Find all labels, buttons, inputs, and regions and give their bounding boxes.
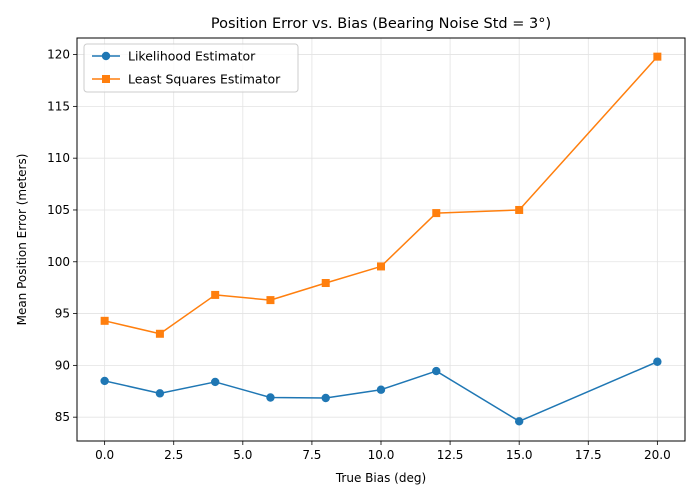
data-point <box>432 209 441 218</box>
data-point <box>377 262 385 271</box>
data-point <box>266 393 275 402</box>
legend-item: Likelihood Estimator <box>92 49 256 64</box>
data-point <box>432 366 441 376</box>
x-tick-label: 5.0 <box>233 448 252 462</box>
y-tick-label: 95 <box>55 307 70 321</box>
legend-marker <box>101 51 111 61</box>
data-point <box>321 393 330 403</box>
y-tick-label: 90 <box>55 358 70 372</box>
y-tick-label: 120 <box>47 48 70 62</box>
x-tick-label: 7.5 <box>302 448 321 462</box>
y-tick-label: 100 <box>47 255 70 269</box>
data-point <box>211 290 220 299</box>
y-tick-label: 85 <box>55 410 70 424</box>
y-tick-label: 115 <box>47 99 70 113</box>
legend-item: Least Squares Estimator <box>92 72 281 87</box>
data-point <box>376 385 386 394</box>
data-point <box>514 417 524 426</box>
series-1 <box>100 357 662 426</box>
x-tick-label: 20.0 <box>644 448 671 462</box>
y-axis-label: Mean Position Error (meters) <box>15 154 29 326</box>
legend: Likelihood Estimator Least Squares Estima… <box>83 43 299 93</box>
x-axis: 0.0 2.5 5.0 7.5 10.0 12.5 15.0 17.5 20.0 <box>95 441 671 462</box>
data-point <box>515 205 524 214</box>
chart-title: Position Error vs. Bias (Bearing Noise S… <box>211 16 551 32</box>
legend-label: Likelihood Estimator <box>128 49 256 64</box>
data-point <box>155 329 164 338</box>
x-tick-label: 10.0 <box>368 448 395 462</box>
x-tick-label: 2.5 <box>164 448 183 462</box>
x-tick-label: 0.0 <box>95 448 114 462</box>
data-point <box>100 316 109 325</box>
y-tick-label: 105 <box>47 203 70 217</box>
x-tick-label: 12.5 <box>437 448 464 462</box>
y-axis: 85 90 95 100 105 110 115 120 <box>47 48 77 424</box>
data-point <box>210 377 220 387</box>
x-tick-label: 15.0 <box>506 448 533 462</box>
series-2 <box>100 52 662 338</box>
grid <box>77 38 685 441</box>
data-point <box>653 52 662 61</box>
legend-box <box>83 43 299 93</box>
data-point <box>653 357 662 366</box>
data-point <box>155 389 165 398</box>
legend-label: Least Squares Estimator <box>128 72 281 87</box>
series-layer <box>100 52 662 426</box>
data-point <box>321 279 330 288</box>
y-tick-label: 110 <box>47 151 70 165</box>
data-point <box>266 296 275 305</box>
x-tick-label: 17.5 <box>575 448 602 462</box>
x-axis-label: True Bias (deg) <box>335 471 426 485</box>
legend-marker <box>102 75 110 83</box>
data-point <box>100 376 109 386</box>
